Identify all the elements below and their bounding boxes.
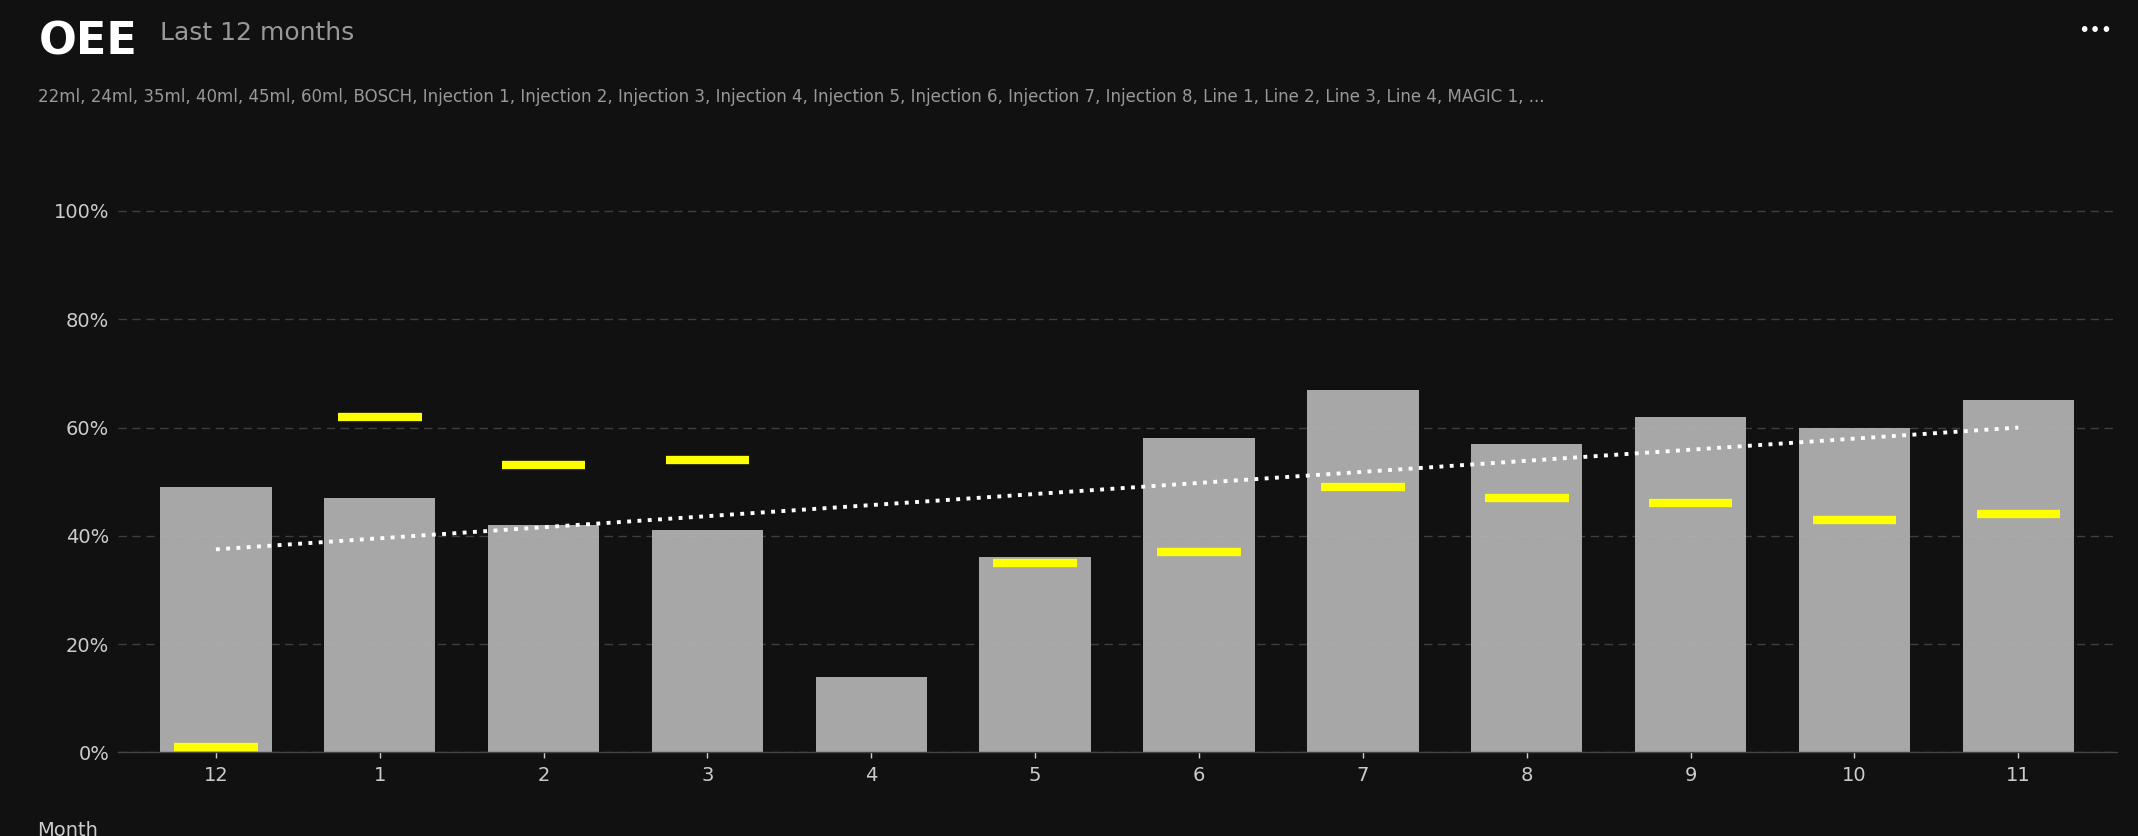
Text: OEE: OEE <box>38 21 137 64</box>
Text: •••: ••• <box>2078 21 2112 40</box>
Bar <box>1471 444 1582 752</box>
Bar <box>1306 390 1420 752</box>
X-axis label: Month: Month <box>36 821 98 836</box>
Text: Last 12 months: Last 12 months <box>160 21 355 45</box>
Bar <box>1636 416 1747 752</box>
Text: 22ml, 24ml, 35ml, 40ml, 45ml, 60ml, BOSCH, Injection 1, Injection 2, Injection 3: 22ml, 24ml, 35ml, 40ml, 45ml, 60ml, BOSC… <box>38 88 1546 106</box>
Bar <box>487 525 599 752</box>
Bar <box>815 676 928 752</box>
Bar <box>160 487 272 752</box>
Bar <box>1963 400 2074 752</box>
Bar <box>1798 427 1909 752</box>
Bar <box>652 530 763 752</box>
Bar <box>1144 438 1255 752</box>
Bar <box>979 558 1090 752</box>
Bar <box>325 498 436 752</box>
